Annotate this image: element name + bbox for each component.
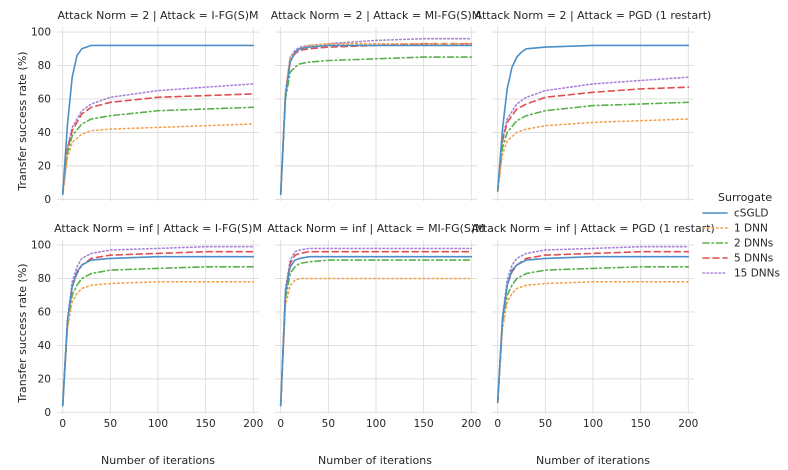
panel-title: Attack Norm = inf | Attack = MI-FG(S)M — [267, 222, 484, 235]
y-axis-label-bottom: Transfer success rate (%) — [16, 263, 29, 403]
x-tick-label: 150 — [414, 418, 434, 430]
x-axis-label-3: Number of iterations — [536, 454, 650, 467]
series-line-csgld — [496, 44, 690, 192]
x-tick-label: 0 — [277, 418, 284, 430]
y-tick-label: 0 — [44, 407, 51, 419]
y-tick-label: 40 — [38, 127, 51, 139]
series-line-2-dnns — [61, 266, 255, 407]
legend-item: 5 DNNs — [702, 253, 773, 265]
series-line-5-dnns — [279, 250, 473, 407]
series-line-csgld — [61, 255, 255, 407]
panel-4: Attack Norm = inf | Attack = I-FG(S)M 0 20… — [31, 222, 263, 430]
legend-label: 5 DNNs — [734, 253, 773, 265]
panel-3: Attack Norm = 2 | Attack = PGD (1 restar… — [475, 9, 712, 201]
legend-item: cSGLD — [702, 208, 769, 220]
series-line-5-dnns — [279, 42, 473, 196]
y-tick-label: 20 — [38, 160, 51, 172]
y-tick-label: 40 — [38, 340, 51, 352]
panel-5: Attack Norm = inf | Attack = MI-FG(S)M 0 5… — [267, 222, 484, 430]
series-line-2-dnns — [279, 56, 473, 196]
y-tick-label: 100 — [31, 240, 51, 252]
x-tick-label: 50 — [322, 418, 335, 430]
panel-title: Attack Norm = inf | Attack = PGD (1 rest… — [471, 222, 715, 235]
series-line-csgld — [279, 44, 473, 196]
panel-2: Attack Norm = 2 | Attack = MI-FG(S)M — [271, 9, 481, 201]
x-tick-label: 200 — [243, 418, 263, 430]
series-line-5-dnns — [61, 93, 255, 196]
series-line-2-dnns — [496, 266, 690, 404]
series-line-1-dnn — [61, 123, 255, 196]
x-tick-label: 50 — [104, 418, 117, 430]
x-tick-label: 200 — [461, 418, 481, 430]
x-axis-label-2: Number of iterations — [318, 454, 432, 467]
legend-item: 1 DNN — [702, 223, 768, 235]
series-line-1-dnn — [496, 281, 690, 404]
panel-6: Attack Norm = inf | Attack = PGD (1 rest… — [471, 222, 715, 430]
panel-title: Attack Norm = inf | Attack = I-FG(S)M — [54, 222, 262, 235]
series-line-csgld — [279, 255, 473, 407]
y-tick-label: 80 — [38, 273, 51, 285]
panel-title: Attack Norm = 2 | Attack = I-FG(S)M — [58, 9, 259, 22]
x-tick-label: 50 — [539, 418, 552, 430]
legend-label: 15 DNNs — [734, 268, 780, 280]
x-tick-label: 0 — [494, 418, 501, 430]
series-line-15-dnns — [496, 76, 690, 192]
y-tick-label: 0 — [44, 194, 51, 206]
y-tick-label: 20 — [38, 373, 51, 385]
y-tick-label: 100 — [31, 27, 51, 39]
legend: Surrogate cSGLD 1 DNN 2 DNNs 5 DNNs 15 DNNs — [702, 191, 780, 280]
panel-title: Attack Norm = 2 | Attack = MI-FG(S)M — [271, 9, 481, 22]
panel-1: Attack Norm = 2 | Attack = I-FG(S)M 0 20 40… — [31, 9, 259, 206]
x-axis-label-1: Number of iterations — [101, 454, 215, 467]
x-tick-label: 150 — [196, 418, 216, 430]
series-line-2-dnns — [496, 101, 690, 192]
series-line-1-dnn — [61, 281, 255, 407]
legend-item: 15 DNNs — [702, 268, 780, 280]
panel-title: Attack Norm = 2 | Attack = PGD (1 restar… — [475, 9, 712, 22]
y-axis-label-top: Transfer success rate (%) — [16, 51, 29, 191]
x-tick-label: 100 — [366, 418, 386, 430]
series-line-csgld — [61, 44, 255, 196]
legend-title: Surrogate — [718, 191, 772, 204]
legend-label: 2 DNNs — [734, 238, 773, 250]
x-tick-label: 100 — [583, 418, 603, 430]
legend-item: 2 DNNs — [702, 238, 773, 250]
series-line-2-dnns — [61, 106, 255, 196]
legend-label: 1 DNN — [734, 223, 768, 235]
y-tick-label: 80 — [38, 60, 51, 72]
y-tick-label: 60 — [38, 306, 51, 318]
x-tick-label: 100 — [148, 418, 168, 430]
legend-label: cSGLD — [734, 208, 769, 220]
series-line-2-dnns — [279, 259, 473, 407]
series-line-5-dnns — [496, 86, 690, 192]
series-line-1-dnn — [496, 118, 690, 192]
y-tick-label: 60 — [38, 93, 51, 105]
x-tick-label: 150 — [631, 418, 651, 430]
series-line-csgld — [496, 255, 690, 404]
x-tick-label: 0 — [59, 418, 66, 430]
x-tick-label: 200 — [678, 418, 698, 430]
